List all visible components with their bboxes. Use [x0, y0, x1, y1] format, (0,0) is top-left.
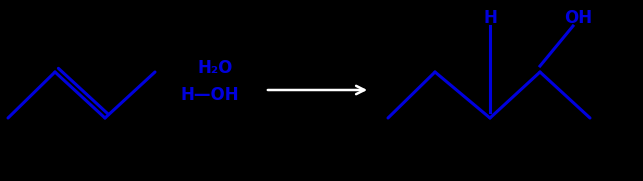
Text: H: H [483, 9, 497, 27]
Text: H—OH: H—OH [181, 86, 239, 104]
Text: OH: OH [564, 9, 592, 27]
Text: H₂O: H₂O [197, 59, 233, 77]
